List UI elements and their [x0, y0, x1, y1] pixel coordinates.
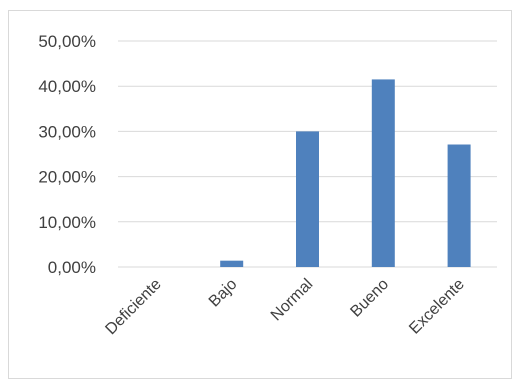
bar-bueno: [371, 79, 395, 267]
x-tick-label-normal: Normal: [268, 276, 316, 324]
x-axis-labels: Deficiente Bajo Normal Bueno Excelente: [102, 276, 468, 338]
x-tick-label-bueno: Bueno: [347, 276, 392, 321]
y-tick-label: 10,00%: [38, 213, 96, 232]
chart-frame: [8, 10, 512, 379]
bar-normal: [296, 131, 319, 267]
y-tick-label: 40,00%: [38, 77, 96, 96]
gridlines: [118, 40, 497, 268]
bars: [220, 79, 471, 267]
y-axis-ticks: 0,00% 10,00% 20,00% 30,00% 40,00% 50,00%: [38, 32, 96, 277]
x-tick-label-excelente: Excelente: [406, 276, 468, 338]
x-tick-label-deficiente: Deficiente: [102, 276, 164, 338]
y-tick-label: 0,00%: [48, 258, 96, 277]
x-tick-label-bajo: Bajo: [206, 276, 241, 311]
bar-bajo: [220, 260, 244, 267]
y-tick-label: 20,00%: [38, 168, 96, 187]
y-tick-label: 30,00%: [38, 122, 96, 141]
bar-excelente: [447, 144, 471, 267]
y-tick-label: 50,00%: [38, 32, 96, 51]
